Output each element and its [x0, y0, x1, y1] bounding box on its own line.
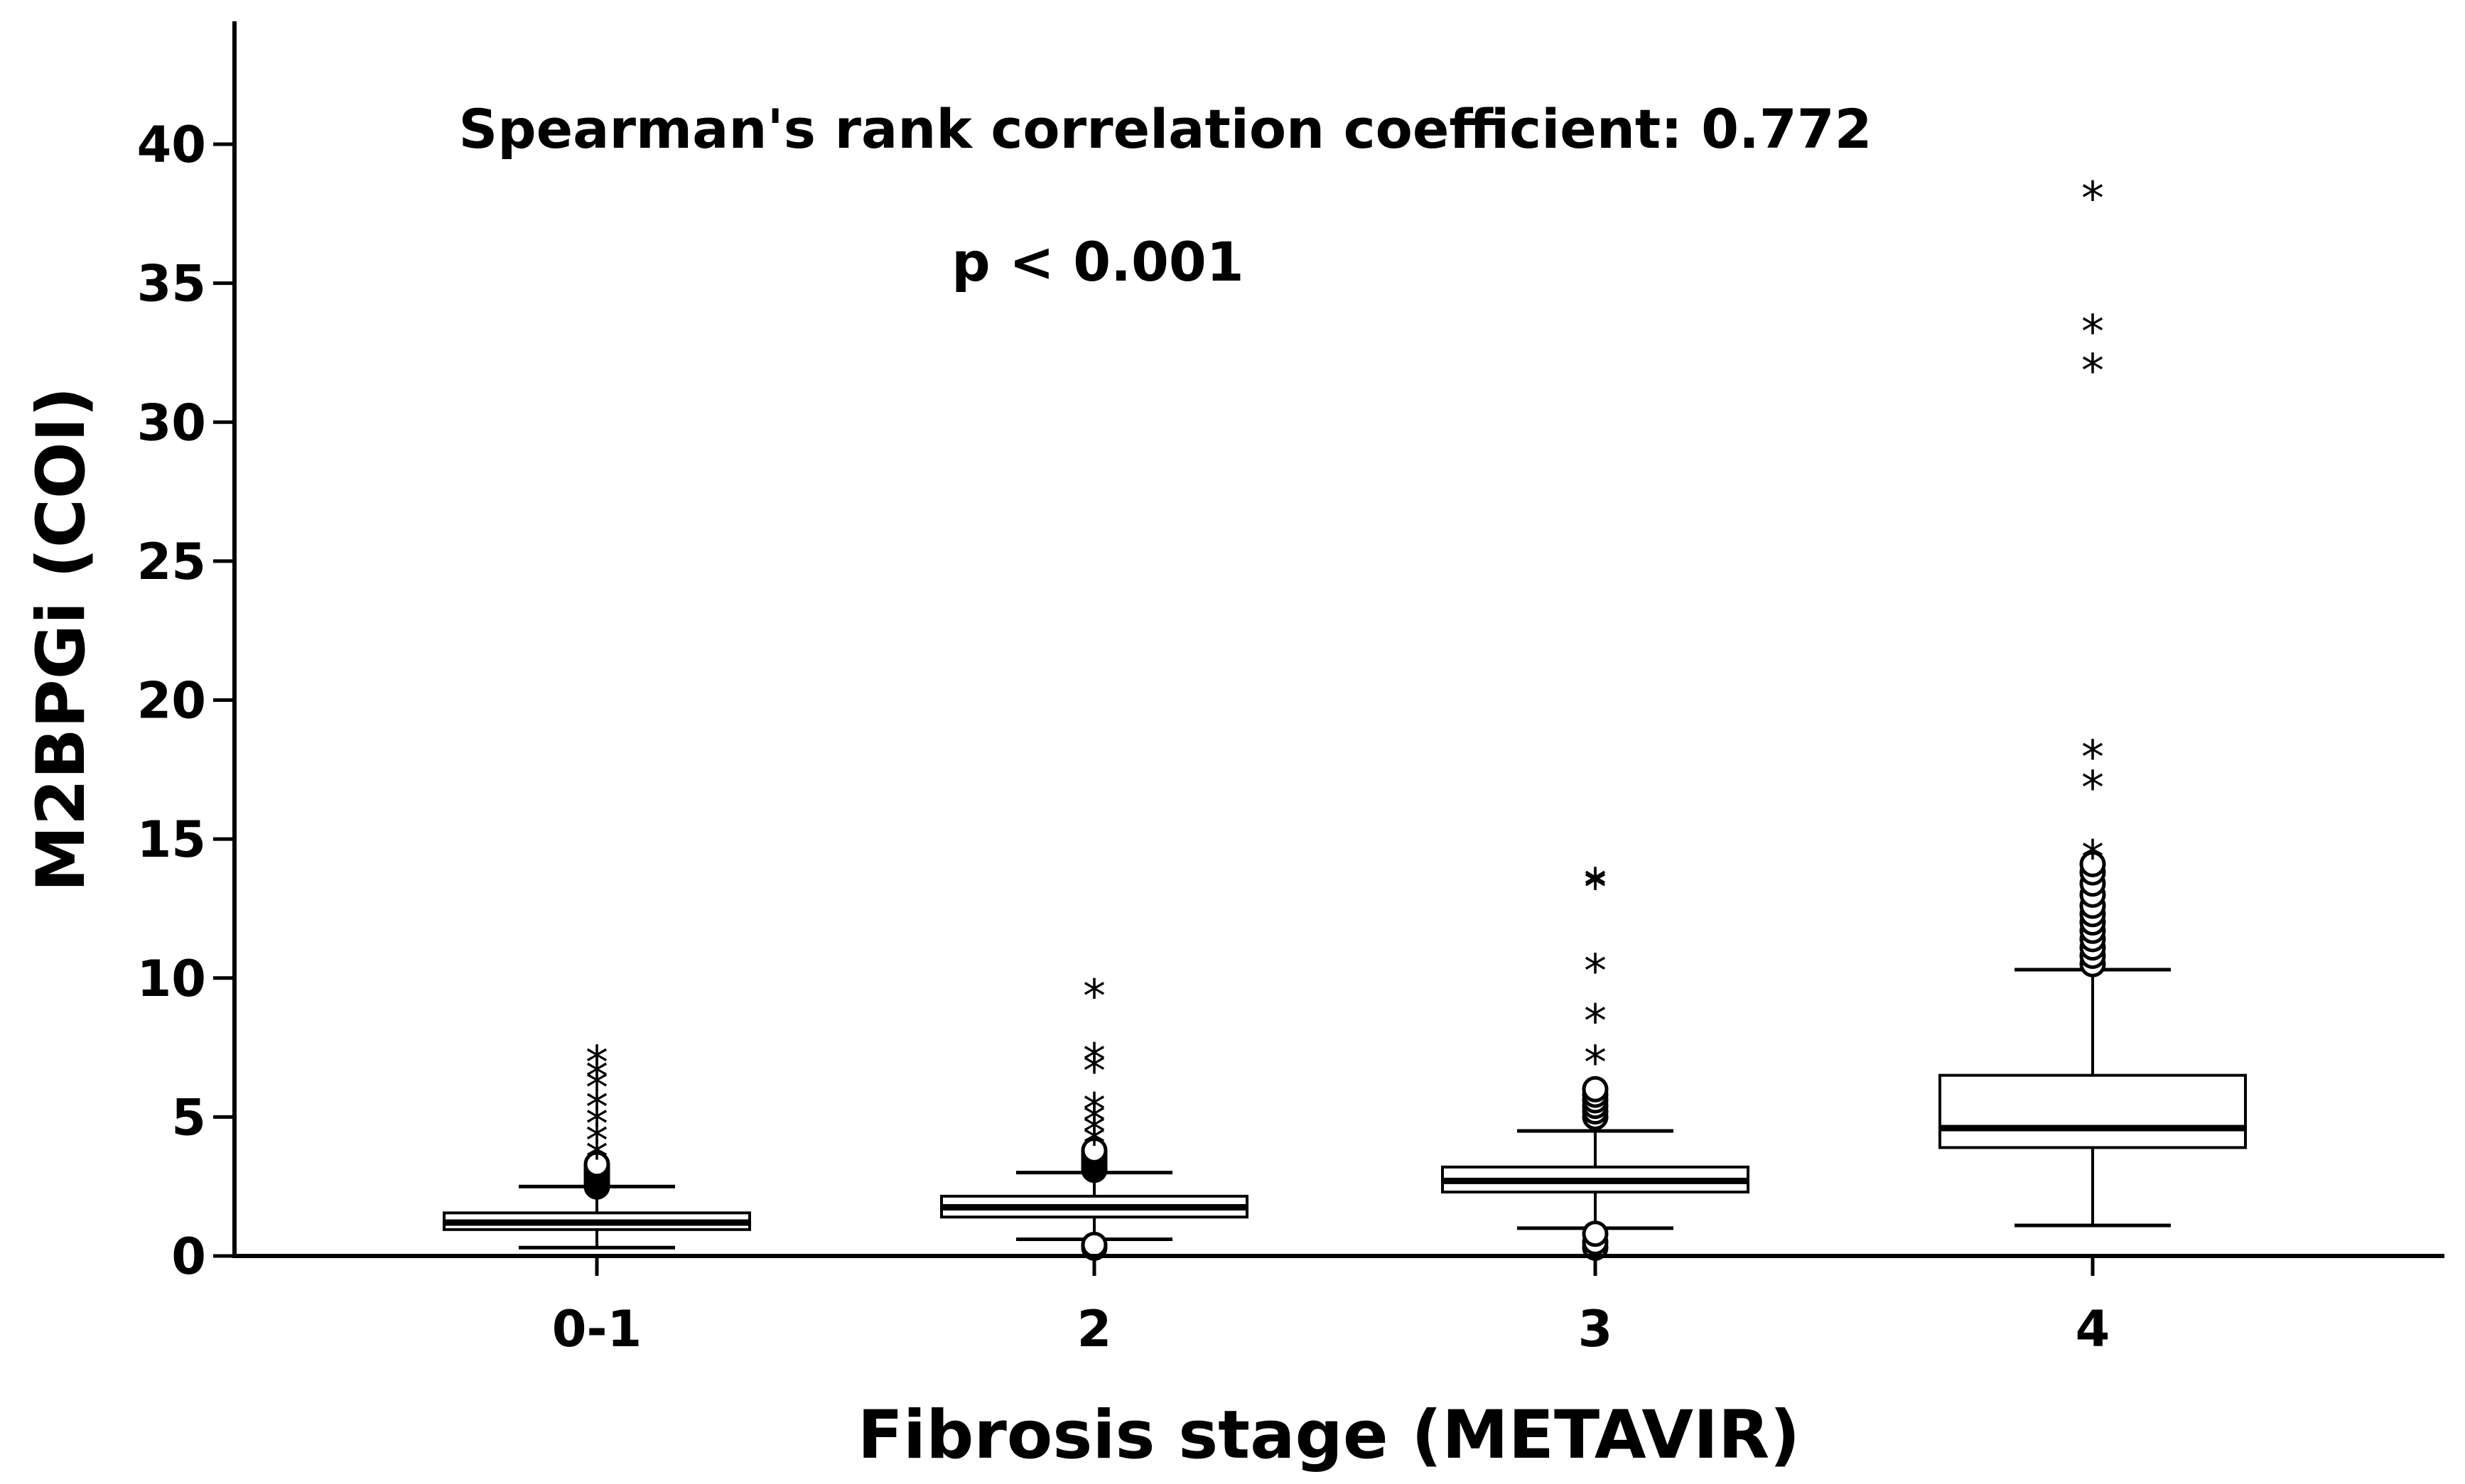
x-tick-label: 4	[2076, 1300, 2110, 1358]
outlier-star: *	[1584, 862, 1607, 915]
box-group-1: *******	[443, 1037, 751, 1250]
y-tick-label: 35	[137, 255, 206, 313]
outlier-star: *	[586, 1098, 608, 1151]
x-tick-label: 3	[1578, 1300, 1613, 1358]
outlier-circle	[583, 1151, 610, 1178]
x-tick-label: 2	[1077, 1300, 1112, 1358]
y-tick-label: 20	[137, 672, 206, 730]
outlier-star: *	[1083, 1095, 1106, 1148]
outlier-star: *	[586, 1132, 608, 1184]
outlier-star: *	[586, 1051, 608, 1104]
outlier-star: *	[1083, 1118, 1106, 1171]
y-tick-label: 40	[137, 116, 206, 174]
outlier-star: *	[1584, 946, 1607, 998]
outlier-star: *	[2081, 306, 2104, 359]
y-tick-label: 25	[137, 533, 206, 591]
outlier-star: *	[2081, 732, 2104, 784]
y-tick-label: 5	[171, 1088, 206, 1147]
outlier-star: *	[586, 1115, 608, 1168]
outlier-star: *	[2081, 762, 2104, 815]
outlier-circle	[1081, 1137, 1108, 1164]
box-group-4: ******	[1938, 173, 2247, 1228]
y-axis-title: M2BPGi (COI)	[23, 386, 100, 892]
outlier-star: *	[1584, 860, 1607, 912]
outlier-star: *	[2081, 173, 2104, 225]
y-tick-label: 30	[137, 394, 206, 452]
y-tick-label: 10	[137, 950, 206, 1008]
y-tick-label: 15	[137, 811, 206, 869]
outlier-circle	[1081, 1231, 1108, 1258]
y-tick-label: 0	[171, 1228, 206, 1286]
outlier-star: *	[1083, 1107, 1106, 1159]
outlier-star: *	[1083, 1034, 1106, 1087]
correlation-annotation: Spearman's rank correlation coefficient:…	[458, 97, 1872, 161]
y-ticks-layer: 0 5 10 15 20 25 30 35 40	[137, 116, 234, 1286]
outlier-star: *	[1584, 996, 1607, 1049]
outlier-star: *	[2081, 345, 2104, 398]
outlier-circle	[2079, 850, 2106, 877]
outlier-star: *	[1584, 1037, 1607, 1090]
box-group-3: *****	[1441, 860, 1749, 1261]
x-ticks-layer: 0-1 2 3 4	[552, 1256, 2110, 1358]
x-tick-label: 0-1	[552, 1300, 642, 1358]
outlier-star: *	[2081, 832, 2104, 884]
box-group-2: *******	[940, 970, 1248, 1261]
outlier-circle	[1582, 1220, 1609, 1247]
outlier-star: *	[1083, 1046, 1106, 1098]
outlier-star: *	[1083, 1085, 1106, 1137]
outlier-circle	[1582, 1076, 1609, 1103]
outlier-star: *	[586, 1037, 608, 1090]
p-value-annotation: p < 0.001	[951, 230, 1244, 293]
boxes-layer: *************************	[443, 173, 2247, 1261]
outlier-star: *	[1083, 970, 1106, 1023]
x-axis-title: Fibrosis stage (METAVIR)	[858, 1397, 1801, 1474]
outlier-star: *	[586, 1062, 608, 1115]
iqr-box	[1938, 1073, 2247, 1149]
outlier-star: *	[586, 1082, 608, 1134]
